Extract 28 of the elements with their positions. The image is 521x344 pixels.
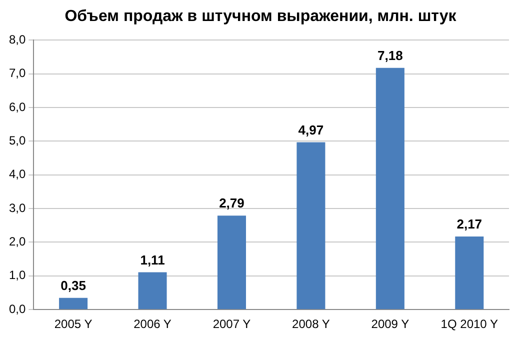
bar (455, 236, 484, 310)
bar (296, 142, 326, 310)
data-label: 2,17 (456, 216, 482, 232)
y-tick-label: 1,0 (8, 268, 26, 282)
x-tick-label: 2005 Y (54, 317, 92, 332)
data-label: 2,79 (219, 196, 244, 211)
y-tick-label: 7,0 (8, 66, 26, 80)
chart-title: Объем продаж в штучном выражении, млн. штук (64, 8, 458, 26)
data-label: 7,18 (378, 48, 403, 63)
x-tick-label: 2006 Y (134, 317, 172, 332)
y-tick-label: 3,0 (8, 200, 26, 215)
bar (59, 298, 88, 310)
y-tick-label: 2,0 (8, 234, 26, 249)
data-label: 4,97 (298, 122, 324, 138)
y-tick-label: 5,0 (8, 134, 26, 148)
x-tick-label: 1Q 2010 Y (440, 317, 498, 332)
bar (376, 68, 404, 310)
x-tick-label: 2007 Y (212, 317, 251, 332)
y-tick-label: 6,0 (8, 100, 26, 114)
y-tick-label: 0,0 (8, 302, 26, 316)
x-tick-label: 2009 Y (371, 317, 410, 332)
bar (217, 216, 246, 310)
y-tick-label: 8,0 (8, 32, 26, 47)
bar (138, 272, 167, 310)
data-label: 1,11 (140, 252, 165, 268)
y-tick-label: 4,0 (8, 167, 26, 182)
data-label: 0,35 (60, 278, 86, 293)
x-tick-label: 2008 Y (292, 317, 330, 332)
